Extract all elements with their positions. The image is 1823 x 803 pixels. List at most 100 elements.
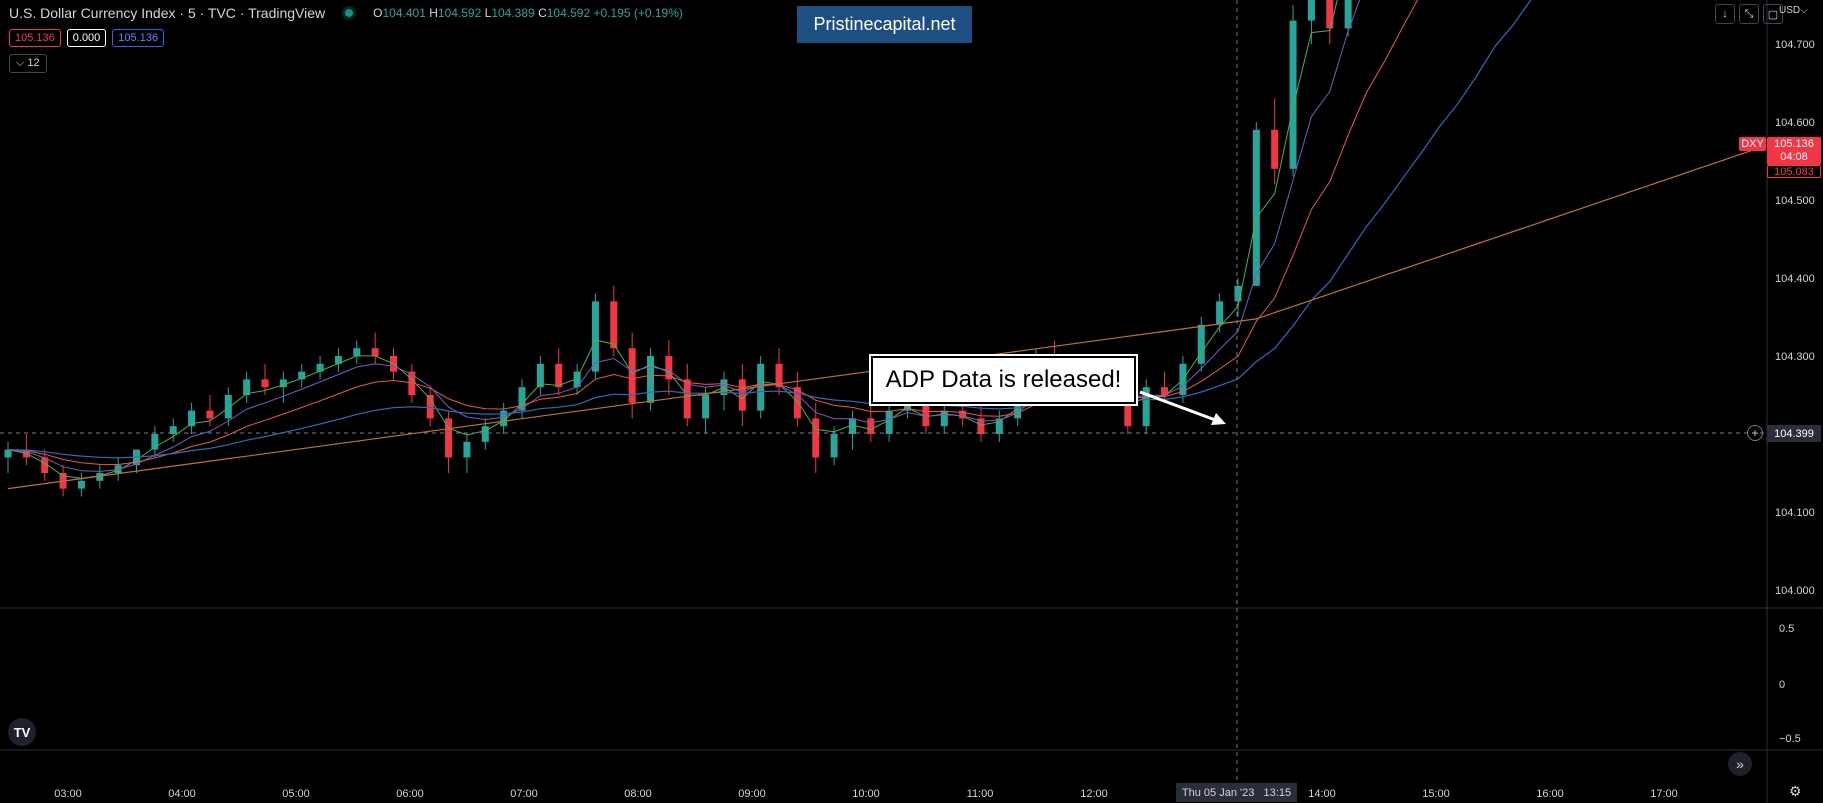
chevron-down-icon: ⌵ xyxy=(16,57,25,69)
double-chevron-right-icon[interactable]: » xyxy=(1728,752,1752,776)
ma-price-tag: 105.083 xyxy=(1767,165,1821,178)
candle-body xyxy=(885,410,893,434)
candle-body xyxy=(940,410,948,427)
annotation-arrow xyxy=(1139,390,1219,423)
tradingview-logo-icon[interactable]: TV xyxy=(8,718,36,746)
candle-body xyxy=(1234,285,1242,302)
price-tick-label: 104.300 xyxy=(1775,351,1815,363)
candle-body xyxy=(977,418,985,434)
candle-body xyxy=(812,418,820,458)
annotation-arrowhead xyxy=(1211,413,1226,425)
ohlc-values: O104.401 H104.592 L104.389 C104.592 +0.1… xyxy=(373,6,683,20)
candle-body xyxy=(610,301,618,349)
candle-body xyxy=(463,441,471,458)
candle-body xyxy=(573,371,581,388)
market-open-dot-icon xyxy=(345,9,354,17)
time-tick-label: 03:00 xyxy=(54,788,82,800)
candle-body xyxy=(316,363,324,372)
candle-body xyxy=(775,363,783,388)
candle-body xyxy=(702,395,710,419)
candle-body xyxy=(628,348,636,403)
price-tick-label: 104.000 xyxy=(1775,585,1815,597)
candle-body xyxy=(738,379,746,411)
candle-body xyxy=(1326,0,1334,29)
symbol-title[interactable]: U.S. Dollar Currency Index · 5 · TVC · T… xyxy=(9,5,326,21)
indicator-tick-label: −0.5 xyxy=(1779,733,1801,745)
candle-body xyxy=(1271,129,1279,169)
candle-body xyxy=(298,371,306,380)
crosshair-price-label: 104.399 xyxy=(1767,425,1821,442)
candle-body xyxy=(243,379,251,395)
time-tick-label: 15:00 xyxy=(1422,788,1450,800)
annotation-callout[interactable]: ADP Data is released! xyxy=(869,354,1138,406)
spread-value: 0.000 xyxy=(66,29,107,47)
candle-body xyxy=(1307,0,1315,21)
indicators-collapse-button[interactable]: ⌵ 12 xyxy=(9,54,47,73)
candle-body xyxy=(41,457,49,473)
candle-body xyxy=(353,348,361,356)
candle-body xyxy=(408,371,416,395)
candle-body xyxy=(151,434,159,450)
time-tick-label: 12:00 xyxy=(1080,788,1108,800)
crosshair-date-label: Thu 05 Jan '23 13:15 xyxy=(1176,783,1297,802)
candle-body xyxy=(1344,0,1352,29)
candle-body xyxy=(647,356,655,403)
candle-body xyxy=(591,301,599,372)
watermark-brand: Pristinecapital.net xyxy=(797,6,972,43)
price-tick-label: 104.700 xyxy=(1775,39,1815,51)
candle-body xyxy=(1197,324,1205,364)
candle-body xyxy=(334,356,342,364)
ma-purple-line xyxy=(7,0,1361,472)
time-tick-label: 10:00 xyxy=(852,788,880,800)
bid-ask-badges: 105.136 0.000 105.136 xyxy=(9,29,165,47)
time-tick-label: 11:00 xyxy=(967,788,994,800)
candle-body xyxy=(995,418,1003,434)
candle-body xyxy=(1124,395,1132,427)
price-tick-label: 104.100 xyxy=(1775,507,1815,519)
time-tick-label: 04:00 xyxy=(168,788,196,800)
candle-body xyxy=(683,379,691,419)
bid-badge[interactable]: 105.136 xyxy=(9,29,61,47)
add-alert-icon[interactable]: + xyxy=(1747,425,1763,441)
price-tick-label: 104.600 xyxy=(1775,117,1815,129)
candle-body xyxy=(169,426,177,434)
currency-selector[interactable]: USD⌵ xyxy=(1779,5,1808,16)
pane-controls: ↓ ⤡ ▢ xyxy=(1715,4,1783,24)
candle-body xyxy=(481,426,489,442)
move-down-icon[interactable]: ↓ xyxy=(1715,4,1735,24)
candle-body xyxy=(371,348,379,356)
last-price-tag: 105.136 04:08 xyxy=(1767,137,1821,165)
collapse-icon[interactable]: ⤡ xyxy=(1739,4,1759,24)
ma-red-line xyxy=(7,0,1419,466)
candle-body xyxy=(279,379,287,388)
candle-body xyxy=(261,379,269,388)
candle-body xyxy=(445,418,453,458)
candle-body xyxy=(536,363,544,388)
candle-body xyxy=(426,395,434,419)
indicator-tick-label: 0.5 xyxy=(1779,623,1794,635)
price-tick-label: 104.400 xyxy=(1775,273,1815,285)
time-tick-label: 14:00 xyxy=(1308,788,1336,800)
legend-header: U.S. Dollar Currency Index · 5 · TVC · T… xyxy=(9,5,683,21)
candle-body xyxy=(793,387,801,419)
time-tick-label: 16:00 xyxy=(1536,788,1564,800)
time-tick-label: 05:00 xyxy=(282,788,310,800)
maximize-icon[interactable]: ▢ xyxy=(1763,4,1783,24)
time-tick-label: 07:00 xyxy=(510,788,538,800)
indicator-tick-label: 0 xyxy=(1779,679,1785,691)
ask-badge[interactable]: 105.136 xyxy=(112,29,165,47)
candle-body xyxy=(848,418,856,434)
candle-body xyxy=(224,395,232,419)
candle-body xyxy=(555,363,563,388)
time-tick-label: 06:00 xyxy=(396,788,424,800)
candle-body xyxy=(518,387,526,411)
price-tick-label: 104.500 xyxy=(1775,195,1815,207)
candle-body xyxy=(1161,387,1169,395)
candle-body xyxy=(4,449,12,458)
candle-body xyxy=(757,363,765,411)
candle-body xyxy=(188,410,196,427)
candle-body xyxy=(867,418,875,434)
gear-icon[interactable]: ⚙ xyxy=(1789,783,1802,799)
candle-body xyxy=(96,473,104,481)
ma-fast-line xyxy=(7,0,1338,479)
